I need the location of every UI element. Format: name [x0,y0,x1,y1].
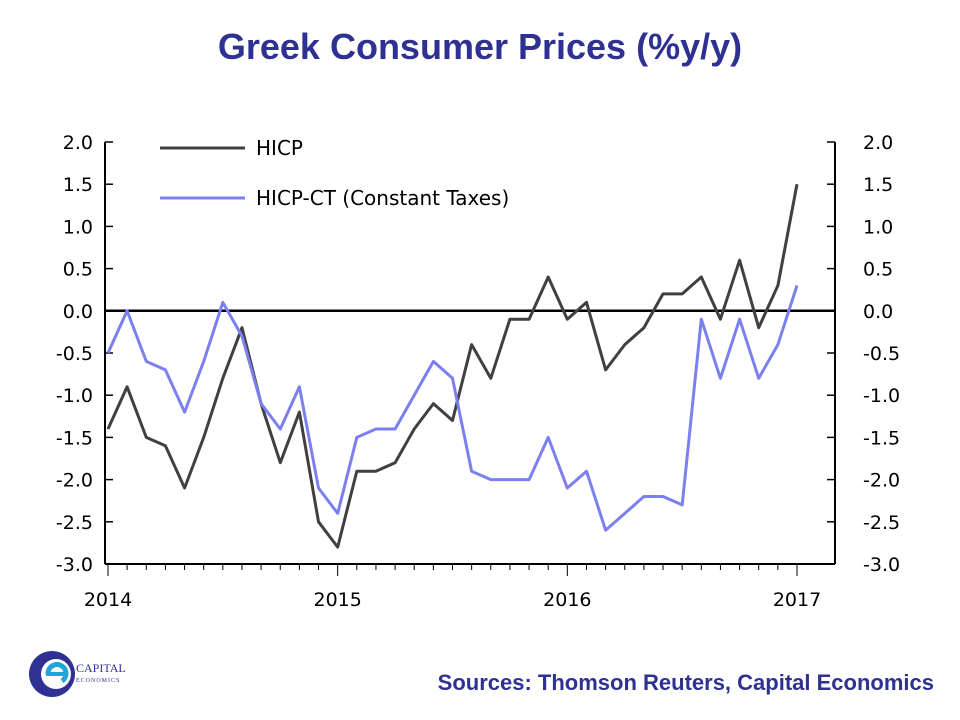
y-tick-label-left: -1.0 [56,385,93,407]
y-tick-label-right: -1.5 [863,427,900,449]
y-tick-label-left: 1.0 [63,216,93,238]
y-tick-label-left: -0.5 [56,343,93,365]
y-tick-label-left: 2.0 [63,132,93,154]
y-tick-label-left: 0.0 [63,301,93,323]
legend: HICP HICP-CT (Constant Taxes) [160,136,509,210]
chart-axes: 2.0 2.0 1.5 1.5 1.0 1.0 0.5 0.5 0.0 0.0 -0.5 -0.5 -1… [56,132,900,611]
y-tick-label-right: 0.0 [863,301,893,323]
chart-title: Greek Consumer Prices (%y/y) [217,26,743,67]
x-tick-label: 2015 [313,589,361,611]
y-tick-label-right: -2.5 [863,512,900,534]
y-tick-label-right: -1.0 [863,385,900,407]
y-tick-label-left: -3.0 [56,554,93,576]
y-tick-label-right: 1.5 [863,174,893,196]
x-tick-label: 2014 [84,589,132,611]
logo-swoosh [45,662,69,684]
series-lines [106,183,799,549]
logo-text-economics: ECONOMICS [76,678,120,684]
x-tick-label: 2017 [773,589,821,611]
y-tick-label-right: -0.5 [863,343,900,365]
y-tick-label-left: -2.0 [56,470,93,492]
legend-label-hicp: HICP [256,136,303,160]
logo-text-capital: CAPITAL [76,661,126,675]
series-line-hicp-ct [106,285,799,532]
y-tick-label-left: 0.5 [63,259,93,281]
y-tick-label-right: 1.0 [863,216,893,238]
series-line-hicp [106,183,799,549]
y-tick-label-left: 1.5 [63,174,93,196]
y-tick-label-right: 0.5 [863,259,893,281]
y-tick-label-right: -2.0 [863,470,900,492]
y-tick-label-left: -1.5 [56,427,93,449]
source-note: Sources: Thomson Reuters, Capital Econom… [437,670,934,695]
x-tick-label: 2016 [543,589,591,611]
capital-economics-logo: CAPITAL ECONOMICS [29,651,126,697]
y-tick-label-right: -3.0 [863,554,900,576]
y-tick-label-right: 2.0 [863,132,893,154]
y-tick-label-left: -2.5 [56,512,93,534]
legend-label-hicp-ct: HICP-CT (Constant Taxes) [256,186,509,210]
